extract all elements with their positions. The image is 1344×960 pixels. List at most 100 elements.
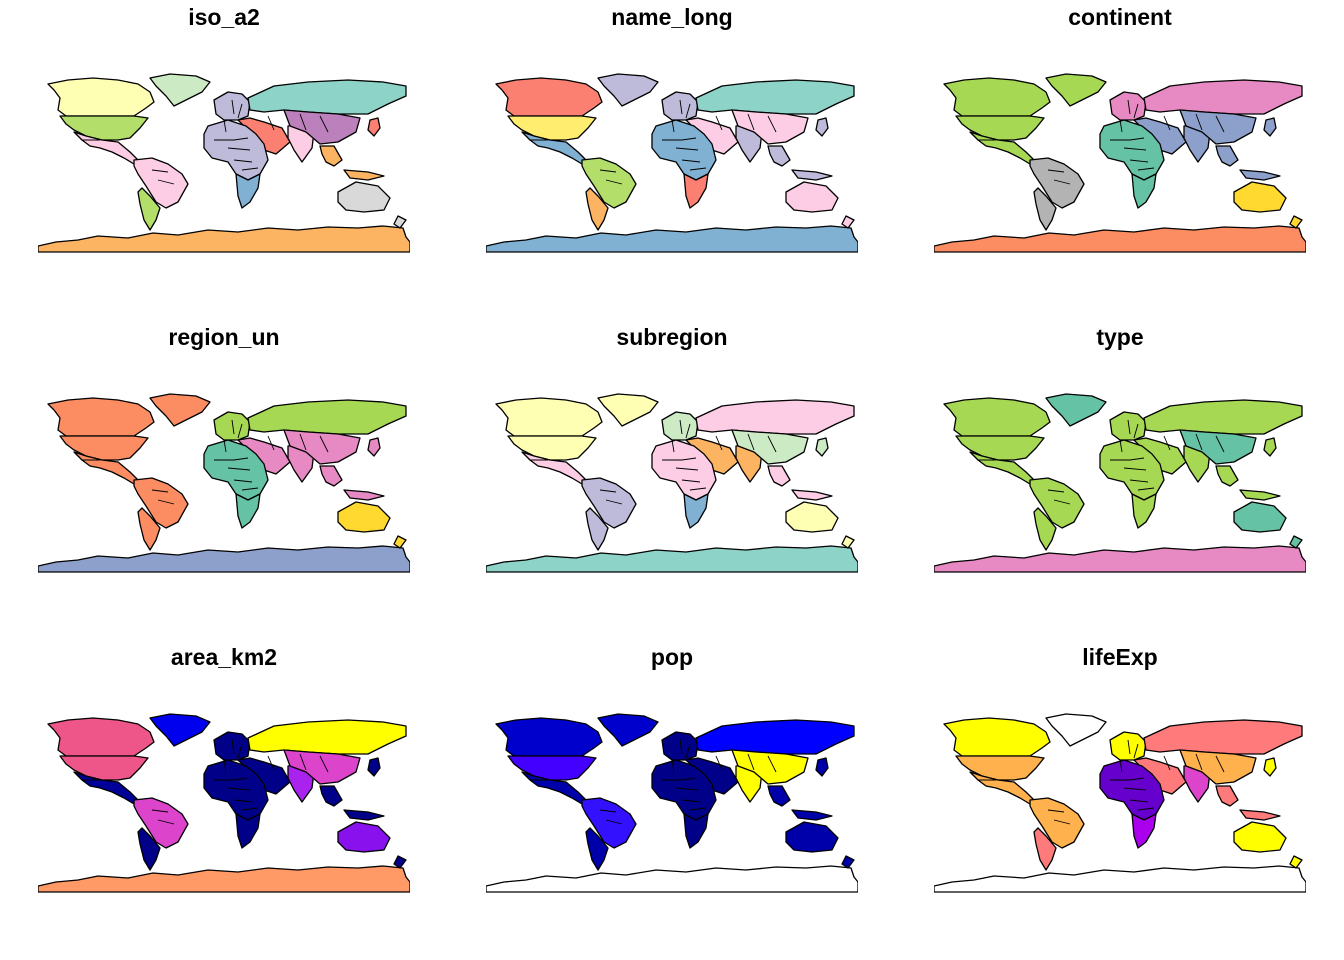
world-map (38, 73, 410, 253)
region-nam (955, 755, 1045, 781)
region-afs (235, 173, 261, 209)
region-rus (247, 399, 407, 435)
map-panel-pop: pop (448, 640, 896, 960)
region-sam (581, 157, 637, 209)
map-panel-region-un: region_un (0, 320, 448, 640)
region-ant (934, 545, 1306, 573)
region-chn (731, 749, 809, 785)
country-border (1163, 753, 1203, 771)
region-aus (785, 821, 839, 853)
region-nz (393, 215, 407, 229)
region-eur (213, 411, 251, 441)
region-aus (337, 181, 391, 213)
country-border (1047, 169, 1071, 185)
region-nam (59, 755, 149, 781)
region-ant (486, 545, 858, 573)
region-can (943, 77, 1051, 117)
region-rus (695, 399, 855, 435)
country-border (662, 439, 707, 491)
region-sam (1029, 477, 1085, 529)
region-sam (133, 157, 189, 209)
country-border (267, 113, 307, 131)
region-eur (1109, 411, 1147, 441)
region-saw (1033, 187, 1057, 231)
region-eur (1109, 91, 1147, 121)
region-chn (1179, 429, 1257, 465)
region-ant (38, 545, 410, 573)
region-sea (1215, 145, 1281, 181)
panel-title: pop (650, 644, 694, 670)
country-border (214, 759, 259, 811)
region-sam (1029, 797, 1085, 849)
country-border (1215, 755, 1225, 773)
region-afs (1131, 173, 1157, 209)
region-can (495, 77, 603, 117)
region-can (943, 717, 1051, 757)
region-jpn (1263, 437, 1277, 457)
region-grl (597, 393, 659, 427)
country-border (679, 739, 691, 759)
region-nam (59, 115, 149, 141)
world-map (486, 713, 858, 893)
region-grl (149, 713, 211, 747)
country-border (715, 113, 755, 131)
region-can (47, 397, 155, 437)
region-nz (1289, 535, 1303, 549)
country-border (1110, 759, 1155, 811)
world-map (486, 73, 858, 253)
region-ant (486, 225, 858, 253)
region-chn (1179, 749, 1257, 785)
region-sam (133, 797, 189, 849)
region-nam (507, 755, 597, 781)
region-can (47, 717, 155, 757)
panel-title: region_un (168, 324, 280, 350)
region-rus (695, 79, 855, 115)
region-saw (585, 507, 609, 551)
region-ant (38, 225, 410, 253)
region-grl (1045, 393, 1107, 427)
region-sam (133, 477, 189, 529)
panel-title: iso_a2 (188, 4, 260, 30)
region-jpn (815, 117, 829, 137)
country-border (679, 99, 691, 119)
country-border (1163, 433, 1203, 451)
map-panel-continent: continent (896, 0, 1344, 320)
region-can (495, 717, 603, 757)
region-grl (597, 73, 659, 107)
region-sam (581, 477, 637, 529)
region-chn (283, 749, 361, 785)
region-afs (1131, 813, 1157, 849)
region-saw (1033, 827, 1057, 871)
region-eur (661, 731, 699, 761)
map-panel-iso-a2: iso_a2 (0, 0, 448, 320)
region-eur (1109, 731, 1147, 761)
country-border (231, 99, 243, 119)
region-aus (337, 821, 391, 853)
region-sea (319, 145, 385, 181)
region-grl (1045, 73, 1107, 107)
map-panel-name-long: name_long (448, 0, 896, 320)
region-rus (1143, 399, 1303, 435)
world-map (486, 393, 858, 573)
region-can (47, 77, 155, 117)
country-border (319, 435, 329, 453)
country-border (1047, 809, 1071, 825)
country-border (1127, 419, 1139, 439)
region-ant (934, 865, 1306, 893)
region-afs (683, 173, 709, 209)
world-map (934, 73, 1306, 253)
region-saw (585, 827, 609, 871)
country-border (767, 435, 777, 453)
region-sea (319, 465, 385, 501)
region-grl (597, 713, 659, 747)
country-border (267, 433, 307, 451)
region-grl (149, 393, 211, 427)
country-border (151, 489, 175, 505)
country-border (319, 115, 329, 133)
region-nz (841, 855, 855, 869)
region-nam (955, 115, 1045, 141)
country-border (151, 809, 175, 825)
region-nam (507, 115, 597, 141)
region-chn (1179, 109, 1257, 145)
region-eur (213, 91, 251, 121)
